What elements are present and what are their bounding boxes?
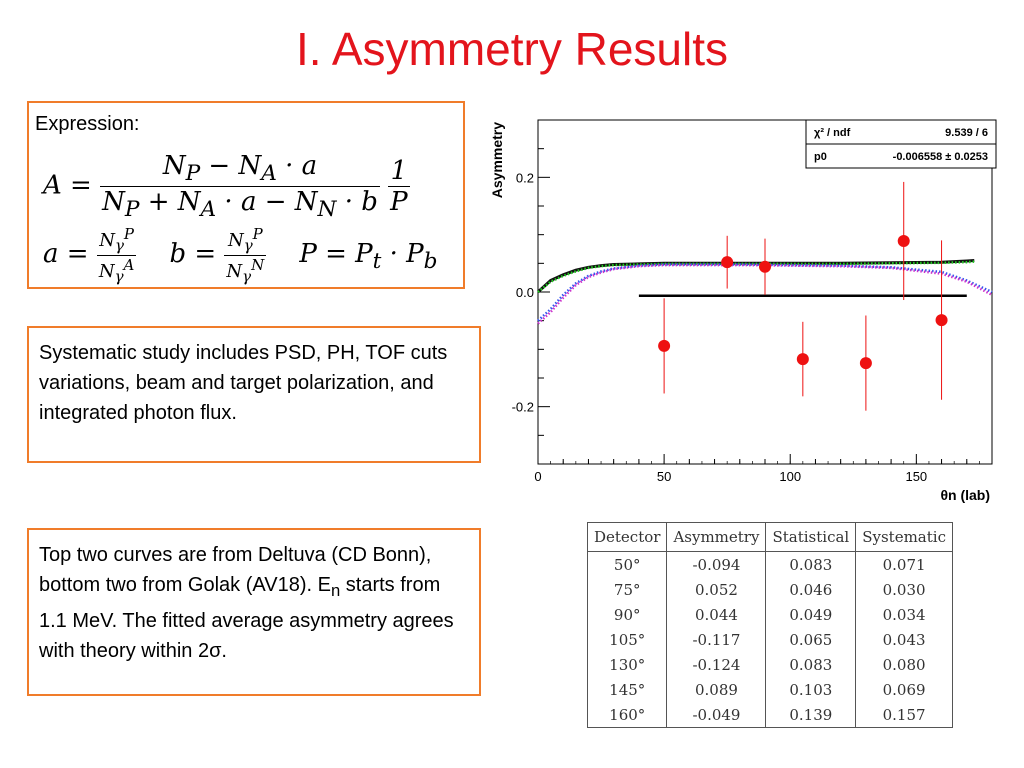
- table-cell: 0.080: [855, 652, 953, 677]
- p0-value: -0.006558 ± 0.0253: [893, 151, 988, 163]
- table-row: 160° -0.049 0.139 0.157: [586, 702, 953, 728]
- y-tick-label: -0.2: [512, 400, 534, 415]
- table-cell: 105°: [586, 627, 668, 652]
- main-fraction: NP − NA · a NP + NA · a − NN · b: [100, 151, 380, 222]
- table-cell: -0.049: [666, 702, 767, 728]
- chi2-label: χ² / ndf: [814, 127, 851, 139]
- table-cell: -0.094: [666, 551, 767, 577]
- point-marker: [935, 314, 948, 327]
- plot-axes: 0 50 100 150 -0.2 0.0 0.2 Asymmetry θn (lab): [489, 119, 993, 503]
- systematic-text: Systematic study includes PSD, PH, TOF c…: [39, 342, 448, 424]
- stats-box: χ² / ndf 9.539 / 6 p0 -0.006558 ± 0.0253: [805, 119, 997, 169]
- x-tick-label: 50: [657, 469, 671, 484]
- table-row: 105° -0.117 0.065 0.043: [586, 627, 953, 652]
- polarization-fraction: 1 P: [388, 156, 410, 217]
- y-tick-label: 0.2: [516, 170, 534, 185]
- table-cell: 0.049: [765, 602, 857, 627]
- table-cell: 0.052: [666, 577, 767, 602]
- table-cell: 0.030: [855, 577, 953, 602]
- data-point: [935, 240, 948, 400]
- table-cell: 160°: [586, 702, 668, 728]
- formula-a-def: a =: [43, 239, 89, 270]
- formula-p-def: P = Pt · Pb: [299, 239, 438, 275]
- table-cell: 0.139: [765, 702, 857, 728]
- point-marker: [721, 256, 734, 269]
- point-marker: [859, 357, 872, 370]
- pol-denominator: P: [388, 186, 410, 218]
- x-tick-label: 0: [534, 469, 541, 484]
- table-header-2: Statistical: [765, 522, 857, 552]
- table-header-0: Detector: [586, 522, 668, 552]
- data-point: [859, 315, 872, 411]
- data-point: [759, 238, 771, 295]
- table-header-1: Asymmetry: [666, 522, 767, 552]
- theory-curves: [536, 259, 993, 325]
- systematic-box: Systematic study includes PSD, PH, TOF c…: [27, 326, 481, 463]
- table-cell: 0.083: [765, 652, 857, 677]
- theory-curve-3: [537, 263, 993, 325]
- table-row: 145° 0.089 0.103 0.069: [586, 677, 953, 702]
- data-point: [721, 235, 734, 289]
- table-cell: 90°: [586, 602, 668, 627]
- point-marker: [796, 353, 809, 366]
- expression-box: Expression: A = NP − NA · a NP + NA · a …: [27, 101, 465, 289]
- table-cell: 50°: [586, 551, 668, 577]
- table-cell: 0.046: [765, 577, 857, 602]
- point-marker: [658, 339, 671, 352]
- table-header-row: Detector Asymmetry Statistical Systematic: [586, 522, 953, 552]
- data-points: [658, 181, 948, 411]
- table-cell: -0.117: [666, 627, 767, 652]
- a-fraction: NγP NγA: [96, 225, 137, 286]
- formula-b-def: b =: [169, 239, 217, 270]
- table-cell: 130°: [586, 652, 668, 677]
- pol-numerator: 1: [390, 156, 408, 187]
- table-cell: 0.103: [765, 677, 857, 702]
- formula-equals: =: [70, 170, 92, 201]
- table-cell: 0.065: [765, 627, 857, 652]
- expression-label: Expression:: [35, 113, 140, 135]
- table-row: 75° 0.052 0.046 0.030: [586, 577, 953, 602]
- table-cell: 0.044: [666, 602, 767, 627]
- asymmetry-formula: A = NP − NA · a NP + NA · a − NN · b 1 P: [43, 151, 410, 222]
- main-numerator: NP − NA · a: [162, 151, 318, 187]
- table-cell: 0.083: [765, 551, 857, 577]
- table-header-3: Systematic: [855, 522, 953, 552]
- point-marker: [759, 260, 771, 273]
- x-tick-label: 100: [779, 469, 801, 484]
- point-marker: [897, 234, 910, 247]
- main-denominator: NP + NA · a − NN · b: [100, 186, 380, 223]
- table-cell: 145°: [586, 677, 668, 702]
- table-cell: 0.071: [855, 551, 953, 577]
- asymmetry-plot: 0 50 100 150 -0.2 0.0 0.2 Asymmetry θn (lab) χ² …: [489, 119, 997, 503]
- table-cell: 0.069: [855, 677, 953, 702]
- table-cell: 0.157: [855, 702, 953, 728]
- table-row: 90° 0.044 0.049 0.034: [586, 602, 953, 627]
- x-axis-label: θn (lab): [940, 487, 990, 503]
- slide-title: I. Asymmetry Results: [296, 23, 728, 75]
- table-body: 50° -0.094 0.083 0.071 75° 0.052 0.046 0.030 90°…: [586, 551, 953, 728]
- p0-label: p0: [814, 151, 827, 163]
- theory-note-box: Top two curves are from Deltuva (CD Bonn…: [27, 528, 481, 696]
- table-row: 130° -0.124 0.083 0.080: [586, 652, 953, 677]
- table-cell: 75°: [586, 577, 668, 602]
- ratio-formulas: a = NγP NγA b = NγP NγN P = Pt · Pb: [43, 225, 438, 285]
- theory-note-text: Top two curves are from Deltuva (CD Bonn…: [39, 544, 454, 662]
- table-row: 50° -0.094 0.083 0.071: [586, 551, 953, 577]
- table-cell: 0.043: [855, 627, 953, 652]
- table-cell: 0.089: [666, 677, 767, 702]
- data-point: [796, 321, 809, 397]
- results-table: Detector Asymmetry Statistical Systematic 5…: [586, 522, 953, 728]
- x-tick-label: 150: [905, 469, 927, 484]
- b-fraction: NγP NγN: [224, 225, 267, 286]
- chi2-value: 9.539 / 6: [945, 127, 988, 139]
- y-axis-label: Asymmetry: [489, 122, 505, 198]
- data-point: [658, 298, 671, 394]
- table-cell: -0.124: [666, 652, 767, 677]
- table-cell: 0.034: [855, 602, 953, 627]
- formula-a-symbol: A: [43, 170, 62, 201]
- theory-curve-1: [537, 260, 975, 293]
- y-tick-label: 0.0: [516, 285, 534, 300]
- data-point: [897, 181, 910, 301]
